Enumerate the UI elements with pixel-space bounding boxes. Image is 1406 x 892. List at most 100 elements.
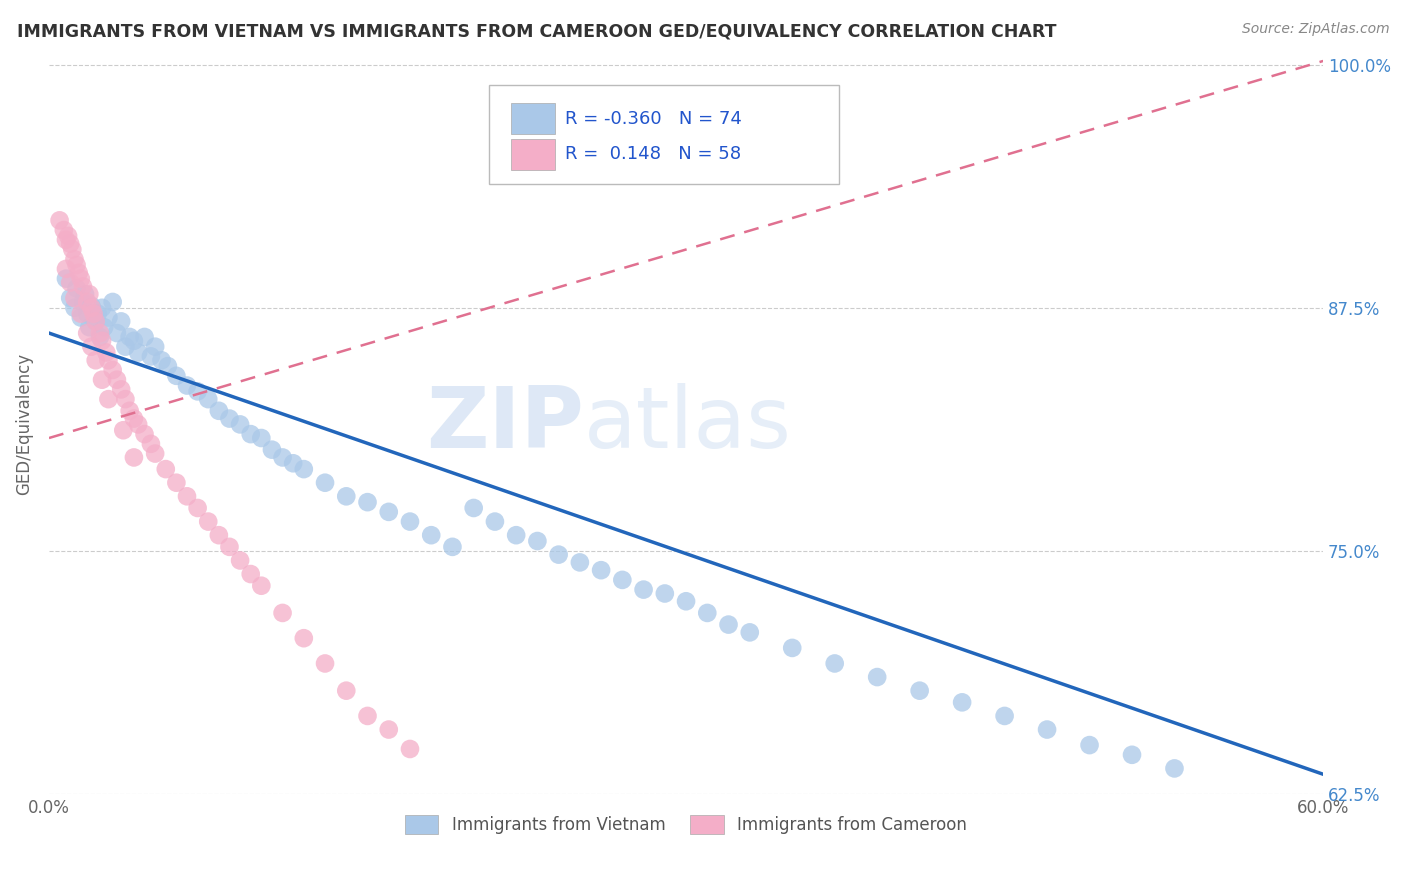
- Point: [114, 392, 136, 406]
- Point: [97, 310, 120, 325]
- Point: [76, 307, 98, 321]
- Point: [218, 411, 240, 425]
- Point: [283, 456, 305, 470]
- Point: [143, 446, 166, 460]
- Point: [96, 345, 118, 359]
- Point: [738, 625, 761, 640]
- Point: [1121, 747, 1143, 762]
- Point: [176, 489, 198, 503]
- Point: [260, 442, 283, 457]
- Point: [526, 534, 548, 549]
- Point: [356, 709, 378, 723]
- Point: [67, 266, 90, 280]
- Point: [377, 505, 399, 519]
- Point: [908, 683, 931, 698]
- FancyBboxPatch shape: [512, 138, 555, 169]
- Point: [139, 350, 162, 364]
- Point: [208, 528, 231, 542]
- Point: [377, 723, 399, 737]
- Point: [399, 515, 422, 529]
- Point: [134, 427, 156, 442]
- Point: [55, 261, 77, 276]
- Point: [79, 320, 101, 334]
- Point: [76, 295, 98, 310]
- Point: [69, 271, 91, 285]
- Point: [84, 353, 107, 368]
- Text: R = -0.360   N = 74: R = -0.360 N = 74: [565, 110, 742, 128]
- Point: [56, 228, 79, 243]
- Point: [156, 359, 179, 373]
- Point: [139, 437, 162, 451]
- Point: [89, 326, 111, 340]
- Point: [150, 353, 173, 368]
- Point: [271, 606, 294, 620]
- Point: [110, 383, 132, 397]
- Point: [91, 373, 114, 387]
- Point: [505, 528, 527, 542]
- Point: [484, 515, 506, 529]
- Point: [114, 340, 136, 354]
- Point: [1078, 738, 1101, 752]
- Point: [218, 540, 240, 554]
- Point: [994, 709, 1017, 723]
- Point: [69, 310, 91, 325]
- Text: ZIP: ZIP: [426, 383, 583, 466]
- FancyBboxPatch shape: [512, 103, 555, 134]
- Point: [165, 368, 187, 383]
- Point: [105, 326, 128, 340]
- Point: [335, 489, 357, 503]
- Point: [69, 307, 91, 321]
- Text: R =  0.148   N = 58: R = 0.148 N = 58: [565, 145, 741, 163]
- Point: [112, 423, 135, 437]
- Point: [250, 579, 273, 593]
- Point: [314, 657, 336, 671]
- Point: [314, 475, 336, 490]
- Point: [950, 695, 973, 709]
- Point: [292, 462, 315, 476]
- Point: [59, 276, 82, 290]
- Point: [675, 594, 697, 608]
- Point: [84, 314, 107, 328]
- Point: [143, 340, 166, 354]
- Point: [356, 495, 378, 509]
- Point: [122, 334, 145, 348]
- Point: [824, 657, 846, 671]
- Point: [118, 330, 141, 344]
- FancyBboxPatch shape: [488, 85, 839, 185]
- Point: [197, 515, 219, 529]
- Legend: Immigrants from Vietnam, Immigrants from Cameroon: Immigrants from Vietnam, Immigrants from…: [398, 808, 974, 841]
- Point: [568, 555, 591, 569]
- Point: [187, 500, 209, 515]
- Point: [420, 528, 443, 542]
- Point: [654, 586, 676, 600]
- Point: [229, 417, 252, 432]
- Point: [633, 582, 655, 597]
- Point: [65, 281, 87, 295]
- Text: Source: ZipAtlas.com: Source: ZipAtlas.com: [1241, 22, 1389, 37]
- Point: [110, 314, 132, 328]
- Point: [65, 258, 87, 272]
- Point: [79, 287, 101, 301]
- Point: [76, 326, 98, 340]
- Point: [63, 301, 86, 315]
- Point: [101, 363, 124, 377]
- Point: [63, 252, 86, 267]
- Point: [187, 384, 209, 399]
- Point: [155, 462, 177, 476]
- Point: [122, 411, 145, 425]
- Point: [91, 301, 114, 315]
- Point: [87, 307, 110, 321]
- Point: [239, 427, 262, 442]
- Point: [84, 314, 107, 328]
- Point: [127, 417, 149, 432]
- Point: [1163, 761, 1185, 775]
- Point: [52, 223, 75, 237]
- Y-axis label: GED/Equivalency: GED/Equivalency: [15, 353, 32, 495]
- Point: [93, 320, 115, 334]
- Point: [591, 563, 613, 577]
- Point: [55, 271, 77, 285]
- Text: IMMIGRANTS FROM VIETNAM VS IMMIGRANTS FROM CAMEROON GED/EQUIVALENCY CORRELATION : IMMIGRANTS FROM VIETNAM VS IMMIGRANTS FR…: [17, 22, 1056, 40]
- Point: [612, 573, 634, 587]
- Point: [696, 606, 718, 620]
- Point: [97, 392, 120, 406]
